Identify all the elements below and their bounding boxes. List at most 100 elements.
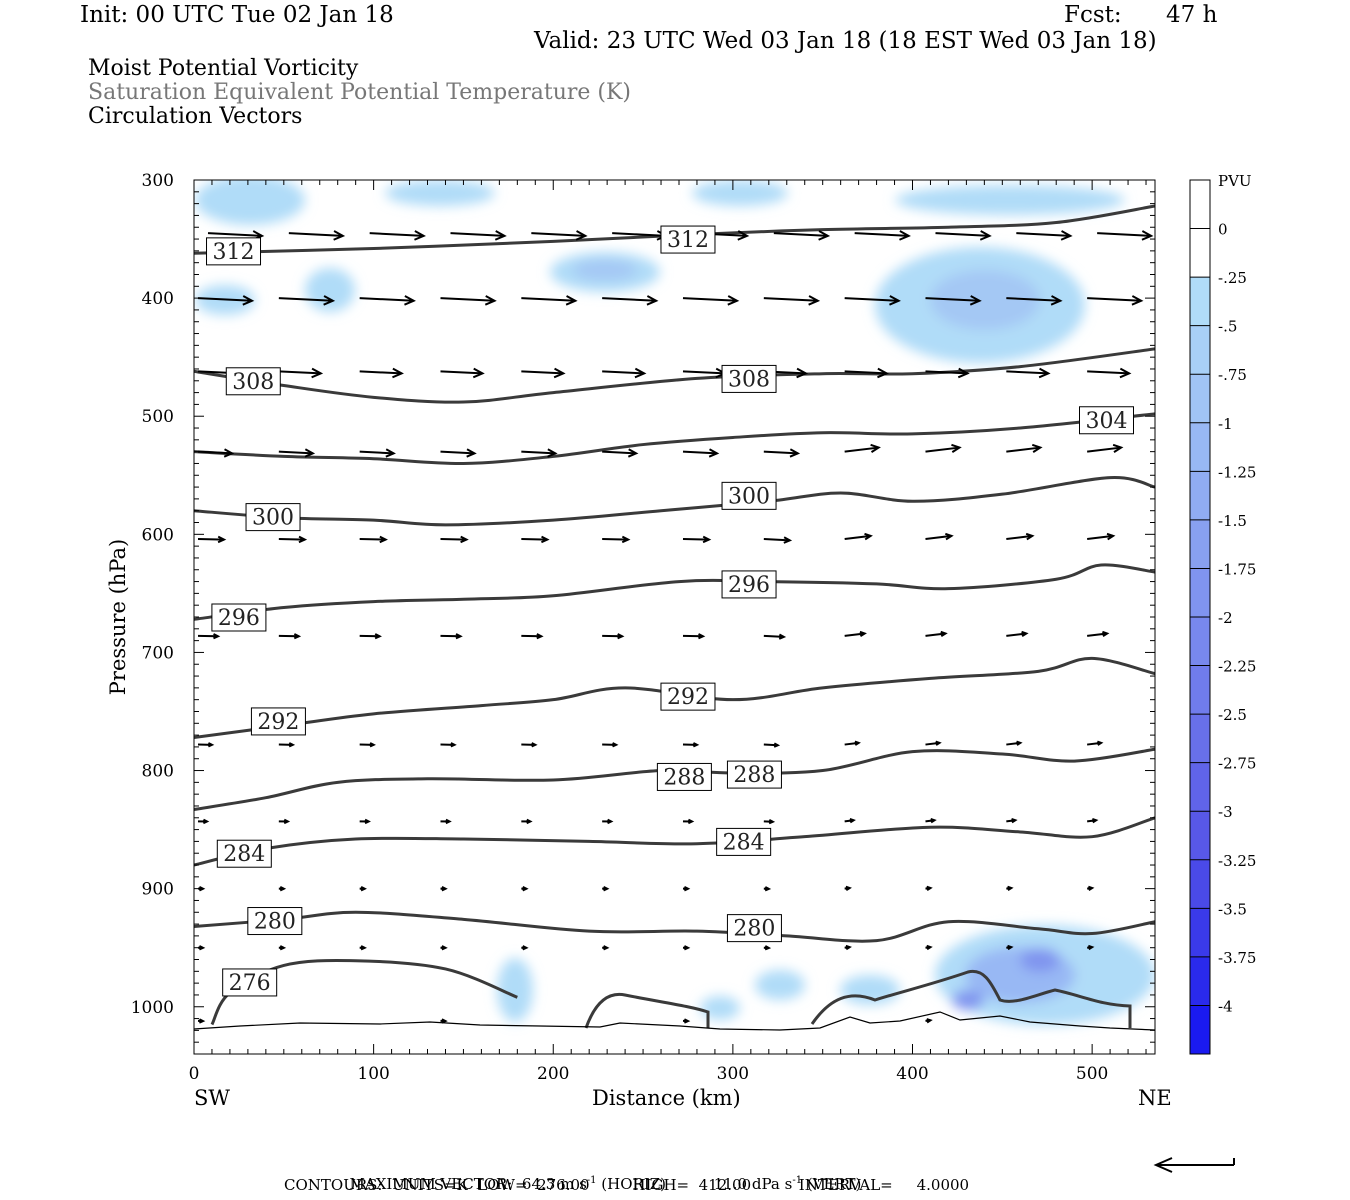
colorbar-label: -2.5 [1218,706,1247,724]
circulation-vector [288,230,346,241]
circulation-vector [1006,532,1035,541]
y-tick-label: 300 [142,171,174,191]
colorbar-label: 0 [1218,221,1228,239]
y-tick-label: 500 [142,407,174,427]
circulation-vector [1087,818,1099,824]
colorbar-swatch [1190,277,1210,327]
footer-max-vector-text: MAXIMUM VECTOR: 64.3 m s [349,1175,587,1193]
circulation-vector [359,886,367,892]
contour-label: 288 [656,762,712,791]
circulation-vector [925,1018,933,1024]
circulation-vector [197,742,215,748]
y-tick-label: 1000 [131,998,174,1018]
circulation-vector [1087,944,1095,951]
colorbar-swatch [1190,617,1210,667]
circulation-vector [682,818,695,825]
colorbar-swatch [1190,471,1210,521]
colorbar-swatch [1190,956,1210,1006]
circulation-vector [763,818,776,825]
footer-sup-1: -1 [586,1175,597,1186]
circulation-vector [369,230,426,241]
footer-max-vector: MAXIMUM VECTOR: 64.3 m s-1 (HORIZ) 11.0 … [340,1157,862,1193]
circulation-vector [925,818,937,824]
circulation-vector [359,535,388,544]
svg-text:300: 300 [252,506,294,531]
circulation-vector [278,535,308,544]
svg-text:312: 312 [213,240,255,265]
forecast-label: Fcst: [1064,2,1122,28]
mpv-blob-top-mid [385,180,495,206]
ne-label: NE [1138,1086,1172,1110]
svg-text:292: 292 [257,710,299,735]
isentrope-276-fragment-2 [810,969,1132,1028]
colorbar-label: -3.25 [1218,852,1256,870]
x-axis-title: Distance (km) [592,1086,741,1110]
colorbar-label: -2.25 [1218,658,1256,676]
circulation-vector [602,448,639,458]
contour-label: 292 [660,682,716,711]
circulation-vector [278,367,324,379]
contour-label: 288 [726,760,782,789]
circulation-vector [763,448,801,458]
y-tick-label: 900 [142,880,174,900]
contour-label: 280 [247,907,303,936]
circulation-vector [1087,367,1132,379]
circulation-vector [440,1018,448,1024]
circulation-vector [925,443,962,453]
svg-text:284: 284 [723,830,765,855]
svg-text:312: 312 [667,228,709,253]
circulation-vector [1087,630,1110,638]
circulation-vector [682,295,740,306]
colorbar-unit: PVU [1218,172,1252,190]
circulation-vector [440,818,452,825]
mpv-blob-sfc-1 [497,958,533,1022]
circulation-vector [440,295,497,306]
isentrope-280 [194,910,1155,943]
circulation-vector [1006,818,1018,824]
circulation-vector [359,818,371,825]
circulation-vector [521,945,529,951]
colorbar-label: -.5 [1218,318,1237,336]
colorbar-swatch [1190,325,1210,375]
colorbar-label: -3.75 [1218,949,1256,967]
circulation-vector [521,742,538,748]
circulation-vector [773,230,831,241]
circulation-vector [440,448,477,458]
circulation-vector [521,295,578,306]
circulation-vector [602,818,614,825]
circulation-vector [521,448,558,458]
init-time: Init: 00 UTC Tue 02 Jan 18 [80,2,394,28]
mpv-blob-sfc-5-dark [1020,948,1060,972]
circulation-vector [359,742,376,748]
contour-label: 308 [225,367,281,396]
circulation-vector [440,742,457,748]
contour-label: 284 [216,839,272,868]
isentrope-308 [194,347,1155,404]
circulation-vector [521,633,544,640]
circulation-vector [359,295,416,306]
x-tick-label: 100 [357,1064,389,1084]
mpv-blob-top-left [195,180,305,225]
y-tick-label: 400 [142,289,174,309]
circulation-vector [682,886,691,892]
circulation-vector [278,818,291,825]
circulation-vector [682,448,720,458]
circulation-vector [197,633,221,640]
colorbar-label: -2 [1218,609,1233,627]
svg-text:300: 300 [728,484,770,509]
circulation-vector [1087,532,1116,541]
circulation-vector [1006,885,1014,892]
circulation-vector [763,742,781,748]
y-tick-label: 600 [142,525,174,545]
y-tick-label: 800 [142,762,174,782]
circulation-vector [1097,230,1154,241]
colorbar-swatch [1190,568,1210,618]
circulation-vector [602,886,610,892]
forecast-hour: 47 h [1166,2,1218,28]
mpv-blob-top-right [692,180,788,206]
circulation-vector [844,944,852,951]
footer-max-vector-end: (VERT) [802,1175,862,1193]
contour-label: 304 [1079,406,1135,435]
circulation-vector [602,742,619,748]
circulation-vector [1006,295,1063,306]
